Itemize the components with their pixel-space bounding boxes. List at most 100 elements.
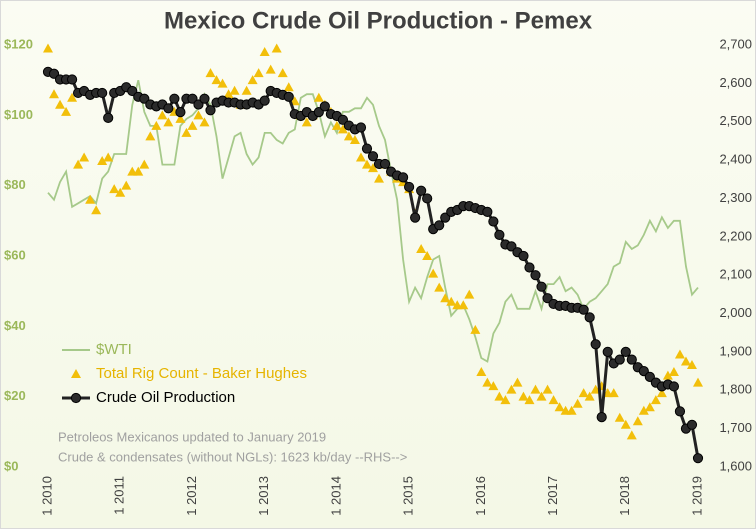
data-point (175, 107, 186, 118)
data-point (693, 377, 703, 387)
data-point (590, 339, 601, 350)
data-point (253, 68, 264, 78)
data-point (566, 405, 577, 415)
data-point (596, 412, 607, 423)
data-point (367, 151, 379, 162)
x-tick-label: 1 2015 (401, 476, 416, 516)
data-point (482, 206, 493, 217)
data-point (668, 381, 680, 392)
data-point (638, 405, 649, 415)
data-point (632, 416, 643, 426)
x-tick-label: 1 2013 (256, 476, 271, 516)
data-point (614, 354, 625, 365)
data-point (181, 127, 192, 137)
data-point (482, 377, 493, 387)
data-point (440, 293, 451, 303)
data-point (259, 47, 270, 57)
data-point (536, 391, 547, 401)
data-point (686, 360, 697, 370)
chart-title: Mexico Crude Oil Production - Pemex (164, 7, 593, 34)
data-point (584, 312, 595, 323)
data-point (361, 143, 373, 154)
data-point (91, 205, 102, 215)
data-point (446, 296, 457, 306)
data-point (494, 229, 505, 240)
data-point (73, 159, 84, 169)
data-point (331, 120, 342, 130)
data-point (644, 402, 655, 412)
data-point (43, 43, 53, 53)
data-point (416, 185, 427, 196)
data-point (66, 74, 78, 85)
legend-swatch (71, 369, 81, 378)
data-point (434, 220, 445, 231)
legend-label: Crude Oil Production (96, 389, 235, 406)
data-point (265, 64, 276, 74)
data-point (97, 87, 108, 99)
data-point (428, 268, 439, 278)
data-point (229, 85, 240, 95)
legend-swatch (70, 392, 82, 404)
x-tick-label: 1 2018 (617, 476, 632, 516)
data-point (277, 68, 288, 78)
data-point (163, 103, 174, 114)
data-point (464, 289, 475, 299)
data-point (379, 158, 391, 170)
y2-tick-label: 2,600 (719, 75, 752, 90)
data-point (157, 110, 168, 120)
y-tick-label: $40 (4, 318, 26, 333)
data-point (614, 412, 625, 422)
y-tick-label: $20 (4, 388, 26, 403)
data-point (151, 120, 162, 130)
data-point (692, 453, 704, 464)
data-point (488, 381, 499, 391)
data-point (199, 93, 210, 104)
data-point (85, 194, 96, 204)
y2-tick-label: 2,000 (719, 305, 752, 320)
data-point (668, 367, 679, 377)
data-point (674, 349, 685, 359)
data-point (145, 131, 156, 141)
data-point (620, 419, 631, 429)
data-point (199, 117, 210, 127)
data-point (175, 113, 186, 123)
data-point (656, 388, 667, 398)
data-point (361, 159, 372, 169)
legend-label: Total Rig Count - Baker Hughes (96, 365, 307, 382)
data-point (470, 324, 481, 334)
data-point (121, 180, 132, 190)
data-point (374, 173, 385, 183)
data-point (259, 95, 270, 106)
data-point (397, 172, 409, 183)
data-point (542, 384, 553, 394)
x-tick-label: 1 2012 (184, 476, 199, 516)
data-point (55, 99, 66, 109)
data-point (674, 406, 686, 417)
y2-tick-label: 2,700 (719, 36, 752, 51)
data-point (518, 391, 529, 401)
data-point (434, 282, 445, 292)
data-point (602, 346, 613, 358)
data-point (283, 82, 294, 92)
data-point (301, 117, 312, 127)
data-point (193, 110, 204, 120)
data-point (337, 124, 348, 134)
data-point (578, 304, 589, 315)
x-tick-label: 1 2014 (328, 476, 343, 516)
data-point (404, 181, 415, 193)
data-point (458, 300, 469, 310)
y2-tick-label: 2,400 (719, 152, 752, 167)
y-tick-label: $120 (4, 36, 33, 51)
y-tick-label: $60 (4, 247, 26, 262)
data-point (554, 402, 565, 412)
data-point (61, 106, 72, 116)
y2-tick-label: 2,100 (719, 267, 752, 282)
data-point (416, 243, 427, 253)
x-tick-label: 1 2011 (112, 476, 127, 515)
data-point (584, 391, 595, 401)
data-point (578, 388, 589, 398)
data-point (163, 117, 174, 127)
y2-tick-label: 1,600 (719, 458, 752, 473)
data-point (410, 212, 421, 223)
